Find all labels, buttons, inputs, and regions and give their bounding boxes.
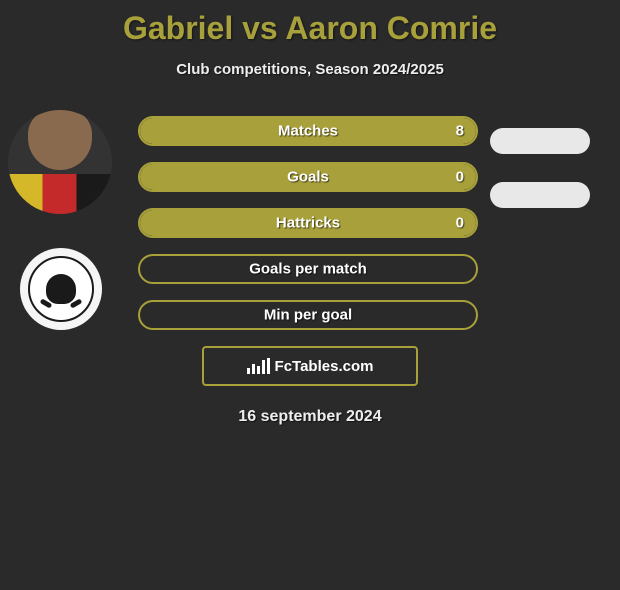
brand-text: FcTables.com <box>275 358 374 375</box>
side-pill <box>490 182 590 208</box>
stat-row-min-per-goal: Min per goal <box>138 300 478 330</box>
stat-label: Goals <box>287 169 329 186</box>
footer-date: 16 september 2024 <box>0 408 620 426</box>
bar-chart-icon <box>247 358 269 374</box>
club-badge <box>20 248 102 330</box>
stat-value: 0 <box>456 169 464 186</box>
stat-label: Hattricks <box>276 215 340 232</box>
stat-label: Min per goal <box>264 307 352 324</box>
avatar-jersey <box>8 174 112 214</box>
avatar-face <box>28 110 92 170</box>
stat-label: Matches <box>278 123 338 140</box>
stat-value: 0 <box>456 215 464 232</box>
stat-bars: Matches 8 Goals 0 Hattricks 0 Goals per … <box>138 116 478 330</box>
side-pill <box>490 128 590 154</box>
player-avatar <box>8 110 112 214</box>
stat-row-matches: Matches 8 <box>138 116 478 146</box>
stat-row-goals: Goals 0 <box>138 162 478 192</box>
brand-badge[interactable]: FcTables.com <box>202 346 418 386</box>
page-subtitle: Club competitions, Season 2024/2025 <box>0 61 620 78</box>
stat-row-hattricks: Hattricks 0 <box>138 208 478 238</box>
stat-row-goals-per-match: Goals per match <box>138 254 478 284</box>
club-badge-inner <box>28 256 94 322</box>
stat-label: Goals per match <box>249 261 367 278</box>
stat-value: 8 <box>456 123 464 140</box>
page-title: Gabriel vs Aaron Comrie <box>0 10 620 47</box>
thistle-icon <box>46 274 76 304</box>
